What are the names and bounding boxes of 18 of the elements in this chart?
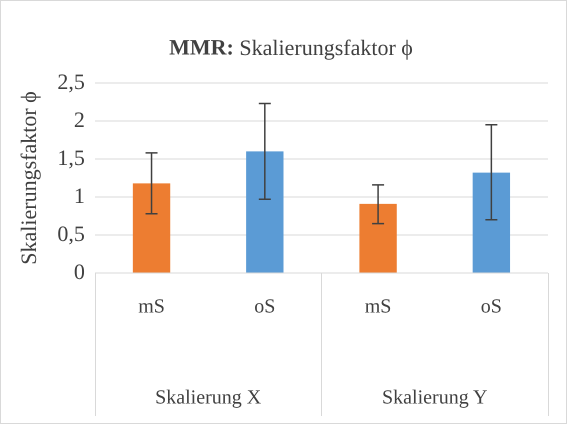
bar bbox=[472, 172, 510, 272]
y-tick-label: 1 bbox=[74, 182, 85, 208]
bar bbox=[132, 183, 170, 272]
y-axis-title: Skalierungsfaktor ϕ bbox=[16, 91, 41, 265]
y-tick-label: 0 bbox=[74, 258, 85, 284]
y-tick-label: 0,5 bbox=[57, 220, 85, 246]
y-tick-label: 1,5 bbox=[57, 144, 85, 170]
y-tick-label: 2,5 bbox=[57, 68, 85, 94]
y-tick-label: 2 bbox=[74, 106, 85, 132]
x-tick-label: mS bbox=[138, 295, 165, 318]
bar bbox=[359, 204, 397, 272]
x-tick-label: oS bbox=[254, 295, 276, 318]
bar bbox=[246, 151, 284, 272]
text: Skalierung Y bbox=[382, 386, 488, 408]
x-tick-label: mS bbox=[364, 295, 392, 318]
x-tick-label: oS bbox=[480, 295, 502, 318]
chart-title: MMR: Skalierungsfaktor ϕ bbox=[169, 34, 413, 60]
text: Skalierung X bbox=[155, 386, 262, 408]
